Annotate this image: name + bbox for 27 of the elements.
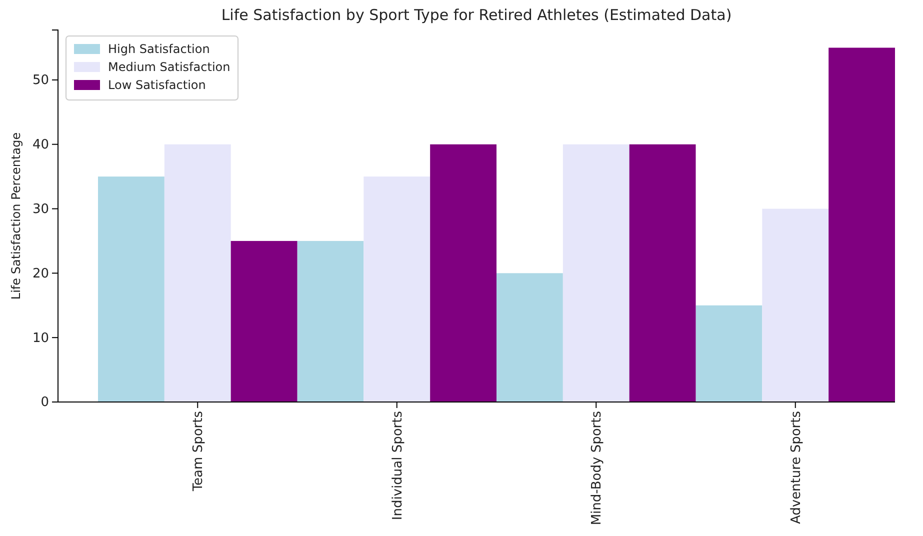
bar: [164, 144, 231, 402]
bar: [828, 48, 895, 402]
bar: [98, 176, 164, 402]
y-tick-label: 0: [40, 395, 49, 410]
x-tick-label: Team Sports: [191, 410, 206, 492]
x-tick-label: Individual Sports: [390, 410, 406, 520]
y-tick-label: 30: [32, 202, 49, 217]
y-tick-label: 20: [32, 266, 49, 282]
bar: [562, 144, 630, 402]
x-tick-label: Mind-Body Sports: [590, 410, 605, 526]
bar: [230, 240, 298, 402]
bar: [762, 208, 829, 402]
y-tick-label: 40: [32, 138, 49, 152]
bar: [696, 305, 762, 402]
bar: [629, 144, 696, 402]
legend-label: High Satisfaction: [108, 42, 210, 56]
y-tick-label: 50: [32, 73, 49, 88]
bar: [430, 144, 496, 402]
legend-label: Medium Satisfaction: [108, 60, 230, 74]
y-tick-label: 10: [32, 330, 49, 346]
bar: [496, 273, 563, 402]
y-axis-title: Life Satisfaction Percentage: [9, 132, 23, 300]
chart-title: Life Satisfaction by Sport Type for Retired Athletes (Estimated Data): [221, 6, 732, 24]
bar: [297, 240, 364, 402]
bar: [364, 176, 430, 402]
legend-label: Low Satisfaction: [108, 78, 206, 92]
x-tick-label: Adventure Sports: [788, 410, 804, 524]
